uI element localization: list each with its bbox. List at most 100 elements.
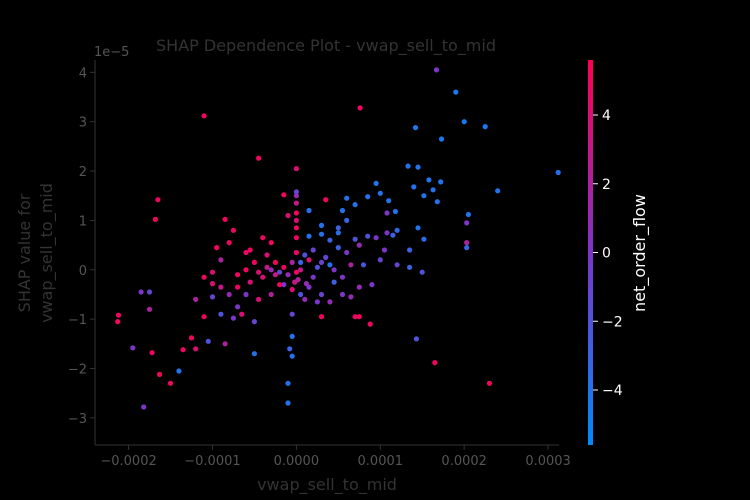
- data-point: [323, 254, 329, 260]
- x-axis-ticks: −0.0002 −0.0001 0.0000 0.0001 0.0002 0.0003: [100, 445, 571, 469]
- data-point: [230, 315, 236, 321]
- data-point: [235, 272, 241, 278]
- colorbar-ticks: −4 −2 0 2 4: [593, 108, 623, 399]
- data-point: [438, 179, 444, 185]
- data-point: [226, 240, 232, 246]
- data-point: [289, 286, 295, 293]
- data-point: [335, 245, 341, 251]
- data-point: [235, 304, 241, 310]
- data-point: [293, 166, 299, 172]
- data-point: [323, 197, 329, 203]
- data-point: [421, 193, 427, 199]
- data-point: [226, 291, 232, 298]
- scatter-points: [115, 67, 561, 410]
- data-point: [434, 199, 440, 205]
- data-point: [318, 291, 325, 298]
- data-point: [157, 371, 163, 377]
- colorbar-tick-label: 2: [602, 177, 611, 193]
- y-axis-ticks: −3 −2 −1 0 1 2 3 4: [68, 66, 95, 427]
- data-point: [310, 247, 316, 253]
- data-point: [235, 284, 241, 290]
- data-point: [331, 279, 337, 285]
- data-point: [390, 232, 396, 238]
- y-tick-label: 2: [79, 165, 87, 180]
- data-point: [360, 262, 367, 268]
- data-point: [209, 281, 216, 287]
- data-point: [327, 299, 333, 305]
- data-point: [464, 220, 470, 226]
- data-point: [298, 259, 304, 265]
- data-point: [285, 212, 291, 219]
- data-point: [306, 207, 312, 214]
- data-point: [214, 245, 220, 251]
- data-point: [377, 190, 383, 196]
- y-tick-label: 1: [79, 214, 87, 229]
- data-point: [392, 208, 398, 215]
- data-point: [292, 279, 298, 285]
- data-point: [256, 296, 262, 302]
- data-point: [201, 314, 207, 320]
- data-point: [415, 225, 421, 231]
- data-point: [331, 267, 337, 273]
- data-point: [272, 272, 278, 278]
- data-point: [298, 291, 304, 298]
- data-point: [289, 259, 295, 265]
- data-point: [277, 282, 283, 288]
- data-point: [318, 222, 325, 228]
- data-point: [167, 380, 174, 386]
- data-point: [348, 294, 354, 300]
- y-axis-label-line2: vwap_sell_to_mid: [37, 183, 57, 323]
- colorbar-tick-label: 0: [602, 246, 611, 262]
- data-point: [302, 296, 308, 302]
- data-point: [352, 236, 358, 242]
- data-point: [293, 217, 299, 223]
- data-point: [176, 368, 182, 374]
- data-point: [247, 279, 253, 285]
- data-point: [222, 216, 228, 222]
- data-point: [356, 242, 362, 248]
- data-point: [421, 236, 427, 242]
- y-axis-label-line1: SHAP value for: [15, 193, 34, 312]
- data-point: [482, 124, 488, 130]
- data-point: [218, 284, 224, 290]
- data-point: [348, 262, 354, 268]
- data-point: [293, 193, 299, 199]
- data-point: [149, 350, 155, 356]
- data-point: [384, 210, 390, 216]
- data-point: [289, 311, 295, 317]
- x-tick-label: −0.0001: [184, 454, 240, 469]
- data-point: [344, 217, 350, 223]
- data-point: [438, 136, 445, 142]
- data-point: [306, 233, 312, 239]
- data-point: [318, 314, 325, 320]
- data-point: [357, 105, 363, 111]
- y-tick-label: 0: [79, 264, 87, 279]
- data-point: [293, 189, 299, 195]
- data-point: [327, 237, 333, 243]
- data-point: [314, 264, 320, 270]
- data-point: [306, 257, 312, 263]
- data-point: [130, 345, 136, 351]
- data-point: [373, 235, 379, 241]
- data-point: [285, 400, 291, 406]
- data-point: [293, 200, 299, 206]
- data-point: [243, 291, 249, 298]
- data-point: [339, 207, 346, 214]
- data-point: [377, 257, 383, 263]
- data-point: [430, 187, 436, 193]
- data-point: [293, 210, 299, 216]
- x-tick-label: 0.0002: [441, 454, 487, 469]
- data-point: [486, 380, 492, 386]
- data-point: [386, 198, 392, 204]
- y-axis-label: SHAP value for vwap_sell_to_mid: [15, 183, 57, 323]
- data-point: [352, 314, 358, 320]
- data-point: [277, 269, 283, 275]
- data-point: [193, 346, 199, 352]
- data-point: [335, 225, 341, 231]
- data-point: [318, 231, 325, 237]
- data-point: [318, 259, 325, 265]
- data-point: [209, 294, 216, 300]
- data-point: [281, 282, 287, 288]
- data-point: [344, 195, 350, 201]
- data-point: [218, 257, 224, 263]
